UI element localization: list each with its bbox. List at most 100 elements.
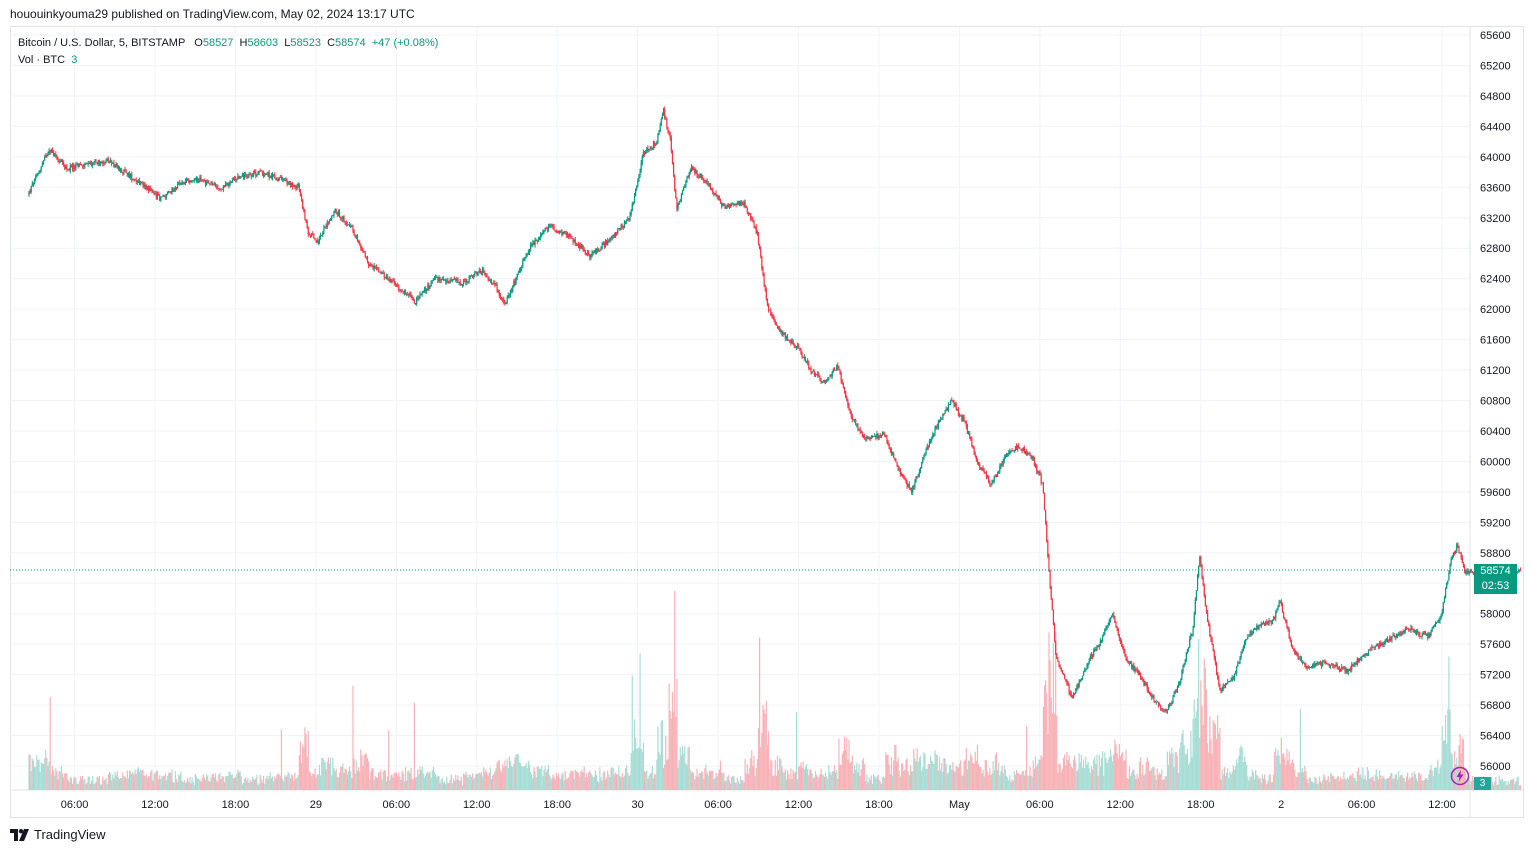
- candle-body: [456, 279, 458, 281]
- candle-body: [359, 242, 361, 245]
- volume-bar: [465, 771, 467, 790]
- volume-bar: [385, 781, 388, 790]
- volume-bar: [670, 718, 672, 790]
- candle-body: [1212, 644, 1214, 652]
- candle-body: [290, 182, 293, 186]
- candle-body: [1362, 655, 1364, 657]
- volume-bar: [1291, 759, 1294, 790]
- volume-bar: [180, 771, 182, 790]
- volume-bar: [925, 768, 927, 790]
- volume-bar: [545, 772, 547, 790]
- candle-body: [952, 400, 954, 402]
- volume-bar: [1272, 774, 1275, 790]
- candle-body: [457, 279, 459, 283]
- volume-bar: [1307, 783, 1309, 790]
- volume-bar: [871, 783, 874, 790]
- candle-body: [385, 276, 388, 278]
- candle-body: [1326, 663, 1328, 665]
- volume-bar: [1192, 718, 1194, 790]
- candle-body: [913, 485, 915, 488]
- price-axis[interactable]: 5600056400568005720057600580005840058800…: [1480, 30, 1511, 773]
- candle-body: [1099, 640, 1101, 645]
- candle-body: [38, 171, 40, 174]
- symbol-title[interactable]: Bitcoin / U.S. Dollar, 5, BITSTAMP: [18, 37, 186, 49]
- candle-body: [439, 277, 441, 281]
- candle-body: [636, 185, 638, 189]
- y-tick-label: 64800: [1480, 91, 1511, 103]
- volume-bar: [580, 771, 582, 790]
- time-axis[interactable]: 06:00 12:00 18:00 29 06:00 12:00 18:00 30 06:00 1…: [61, 799, 1456, 811]
- volume-bar: [436, 777, 438, 790]
- candle-body: [1190, 634, 1192, 639]
- volume-bar: [211, 774, 213, 790]
- volume-bar: [464, 774, 466, 790]
- volume-bar: [522, 766, 524, 790]
- tradingview-logo-icon: [10, 828, 29, 841]
- candle-body: [941, 419, 943, 420]
- volume-bar: [404, 767, 407, 790]
- volume-bar: [194, 773, 197, 790]
- volume-bar: [932, 761, 934, 790]
- volume-bar: [569, 773, 571, 790]
- volume-bar: [1120, 753, 1123, 790]
- candle-body: [805, 360, 808, 362]
- volume-bar: [499, 770, 502, 790]
- volume-badge: 3: [1474, 777, 1491, 790]
- volume-bar: [1259, 777, 1261, 790]
- flash-icon[interactable]: [1450, 766, 1470, 786]
- volume-bar: [190, 783, 192, 790]
- candle-body: [1427, 633, 1429, 638]
- candle-body: [311, 233, 313, 237]
- candle-body: [944, 410, 946, 414]
- volume-bar: [268, 775, 270, 790]
- candle-body: [394, 283, 397, 285]
- y-tick-label: 59600: [1480, 487, 1511, 499]
- volume-bar: [1325, 780, 1327, 790]
- volume-bar: [769, 768, 771, 790]
- y-tick-label: 60400: [1480, 426, 1511, 438]
- candle-body: [225, 183, 227, 187]
- volume-bar: [1371, 776, 1373, 790]
- volume-bar: [1322, 780, 1324, 790]
- volume-bar: [668, 683, 670, 790]
- candle-body: [1066, 679, 1068, 684]
- candle-body: [750, 213, 752, 219]
- candle-body: [970, 436, 972, 440]
- candle-body: [152, 190, 154, 193]
- volume-bar: [715, 773, 717, 790]
- candle-body: [518, 270, 521, 273]
- candle-body: [948, 404, 951, 406]
- candle-body: [96, 162, 98, 165]
- candle-body: [707, 183, 709, 185]
- volume-bar: [52, 770, 55, 790]
- volume-bar: [1463, 767, 1466, 790]
- volume-bar: [1050, 697, 1052, 790]
- candle-body: [1428, 633, 1430, 638]
- candle-body: [898, 469, 900, 471]
- volume-bar: [378, 772, 380, 790]
- volume-bar: [480, 772, 483, 790]
- volume-bar: [231, 774, 233, 790]
- volume-bar: [521, 765, 523, 790]
- candle-body: [651, 147, 653, 149]
- volume-bar: [228, 771, 230, 790]
- volume-bar: [333, 768, 335, 790]
- volume-bar: [1143, 775, 1145, 790]
- chart-frame[interactable]: [10, 26, 1524, 818]
- volume-bar: [1138, 761, 1141, 790]
- volume-bar: [125, 778, 127, 790]
- tradingview-brand[interactable]: TradingView: [10, 827, 106, 842]
- volume-bar: [895, 744, 897, 790]
- candle-body: [168, 191, 170, 192]
- volume-bar: [273, 781, 275, 790]
- candle-body: [955, 403, 957, 410]
- volume-bar: [89, 783, 92, 790]
- candle-body: [1103, 634, 1105, 636]
- volume-label[interactable]: Vol · BTC: [18, 54, 66, 66]
- volume-bar: [334, 771, 336, 790]
- candle-body: [527, 252, 529, 254]
- candle-body: [464, 279, 466, 280]
- volume-bar: [1186, 749, 1189, 790]
- candle-body: [1374, 645, 1376, 648]
